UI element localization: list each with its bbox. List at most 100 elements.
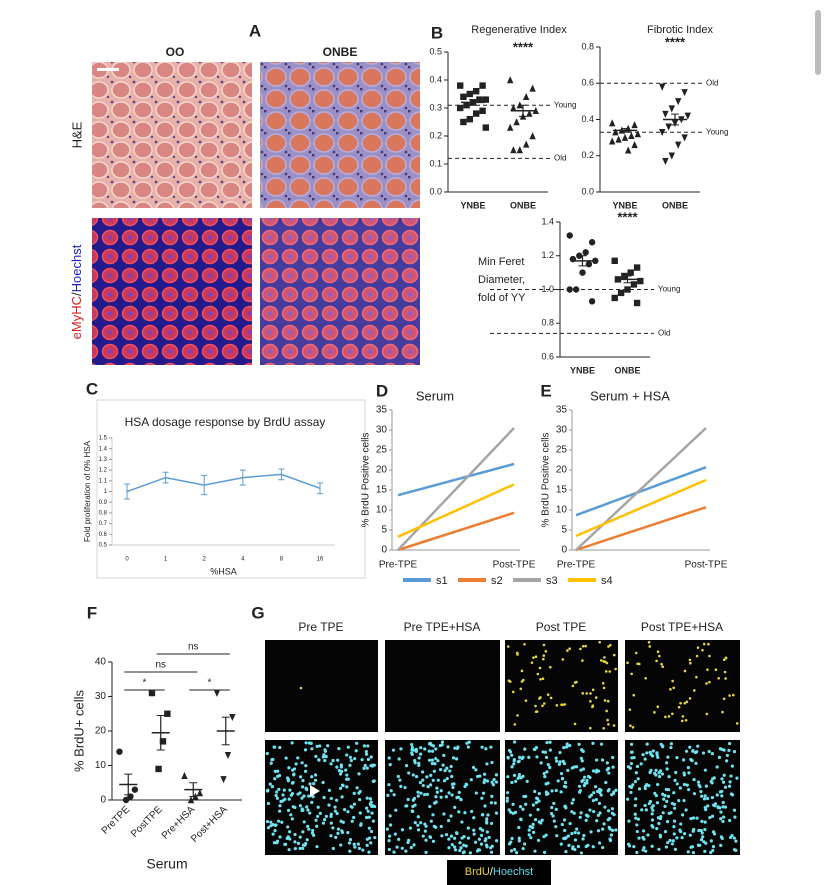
cell-nucleus — [589, 700, 592, 703]
cell-nucleus — [701, 751, 706, 755]
cell-nucleus — [720, 777, 724, 781]
data-point — [668, 152, 675, 160]
cell-nucleus — [516, 776, 520, 780]
cell-nucleus — [671, 839, 675, 843]
cell-nucleus — [688, 745, 692, 749]
cell-nucleus — [446, 745, 450, 749]
cell-nucleus — [665, 799, 669, 803]
cell-nucleus — [649, 768, 653, 772]
data-point — [479, 82, 486, 89]
cell-nucleus — [555, 834, 559, 838]
y-tick-label: 10 — [376, 505, 388, 516]
cell-nucleus — [298, 791, 302, 795]
cell-nucleus — [514, 851, 519, 855]
cell-nucleus — [607, 787, 611, 792]
x-tick-label: 8 — [280, 557, 284, 563]
cell-nucleus — [626, 842, 631, 846]
cell-nucleus — [467, 740, 471, 744]
cell-nucleus — [340, 795, 344, 799]
chart-title: Fibrotic Index — [647, 24, 714, 36]
cell-nucleus — [634, 816, 638, 820]
cell-nucleus — [340, 769, 344, 773]
cell-nucleus — [566, 834, 570, 838]
cell-nucleus — [352, 802, 357, 806]
cell-nucleus — [348, 763, 352, 767]
y-tick-label: 0.6 — [581, 78, 594, 88]
microscopy-image — [505, 640, 618, 732]
column-label: Post TPE — [536, 620, 586, 634]
cell-nucleus — [356, 842, 360, 846]
cell-nucleus — [581, 692, 585, 695]
y-axis-title: Diameter, — [478, 274, 525, 286]
cell-nucleus — [585, 692, 589, 695]
data-line — [575, 478, 707, 538]
cell-nucleus — [321, 780, 325, 785]
cell-nucleus — [700, 831, 704, 835]
cell-nucleus — [604, 780, 608, 785]
cell-nucleus — [312, 782, 316, 786]
cell-nucleus — [321, 755, 325, 759]
cell-nucleus — [656, 705, 660, 708]
cell-nucleus — [645, 742, 649, 746]
reference-label: Young — [706, 127, 728, 136]
cell-nucleus — [310, 747, 314, 751]
fluorescence-image — [92, 218, 252, 365]
cell-nucleus — [712, 776, 716, 780]
y-tick-label: 30 — [376, 425, 388, 436]
cell-nucleus — [430, 749, 435, 753]
cell-nucleus — [565, 745, 569, 749]
cell-nucleus — [429, 819, 433, 823]
cell-nucleus — [594, 797, 598, 802]
cell-nucleus — [316, 805, 320, 809]
cell-nucleus — [646, 833, 650, 837]
cell-nucleus — [650, 824, 654, 828]
cell-nucleus — [575, 680, 578, 684]
x-tick-label: YNBE — [570, 365, 595, 375]
cell-nucleus — [357, 772, 361, 776]
cell-nucleus — [432, 769, 436, 773]
cell-nucleus — [436, 778, 440, 782]
cell-nucleus — [414, 775, 419, 779]
cell-nucleus — [542, 643, 546, 647]
cell-nucleus — [657, 847, 661, 851]
cell-nucleus — [703, 768, 707, 772]
cell-nucleus — [388, 763, 392, 767]
cell-nucleus — [494, 839, 499, 843]
cell-nucleus — [483, 778, 487, 782]
cell-nucleus — [586, 774, 591, 779]
cell-nucleus — [673, 778, 677, 782]
cell-nucleus — [476, 774, 480, 779]
cell-nucleus — [591, 688, 595, 692]
chart-title: Serum — [416, 388, 454, 403]
cell-nucleus — [709, 850, 713, 855]
cell-nucleus — [434, 747, 438, 751]
cell-nucleus — [573, 722, 577, 726]
cell-nucleus — [650, 844, 654, 848]
cell-nucleus — [367, 836, 372, 840]
cell-nucleus — [300, 796, 304, 800]
cell-nucleus — [635, 829, 639, 834]
y-tick-label: 0 — [561, 545, 567, 556]
scrollbar[interactable] — [815, 10, 821, 75]
cell-nucleus — [579, 811, 583, 815]
cell-nucleus — [324, 814, 328, 818]
cell-nucleus — [304, 741, 308, 745]
y-tick-label: 0.1 — [429, 158, 442, 168]
cell-nucleus — [466, 826, 470, 830]
cell-nucleus — [387, 756, 391, 760]
cell-nucleus — [480, 833, 484, 837]
y-tick-label: 0.6 — [99, 532, 108, 538]
x-axis-title: %HSA — [210, 566, 237, 576]
cell-nucleus — [614, 828, 618, 832]
cell-nucleus — [350, 819, 354, 823]
cell-nucleus — [347, 841, 352, 845]
cell-nucleus — [339, 819, 343, 823]
y-tick-label: 1.4 — [541, 216, 554, 226]
cell-nucleus — [535, 755, 539, 759]
cell-nucleus — [413, 761, 417, 765]
cell-nucleus — [307, 794, 311, 798]
data-point — [473, 88, 480, 95]
cell-nucleus — [696, 780, 701, 784]
cell-nucleus — [597, 801, 602, 805]
cell-nucleus — [388, 834, 392, 838]
